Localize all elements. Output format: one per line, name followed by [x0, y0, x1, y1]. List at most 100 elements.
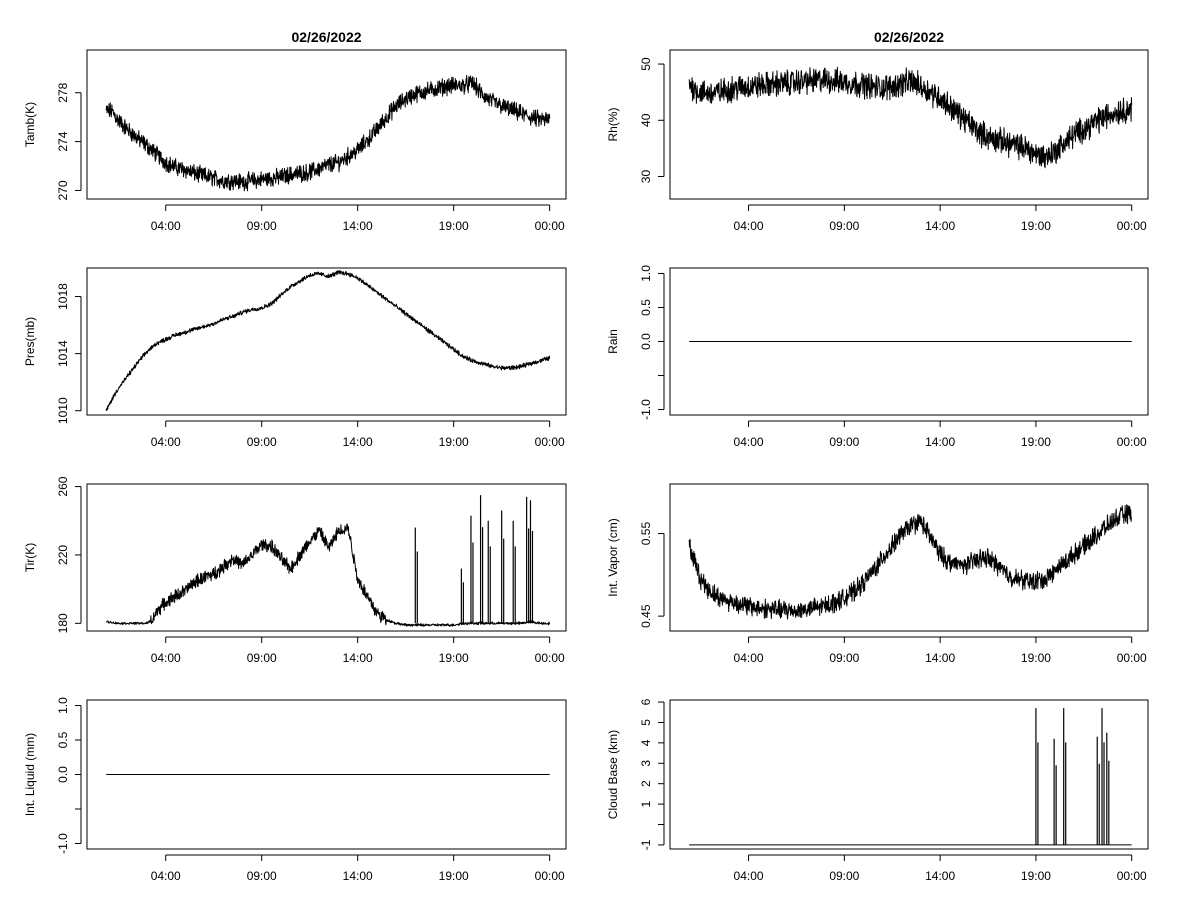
y-axis-label-cloud: Cloud Base (km)	[606, 730, 620, 819]
x-tick-label: 04:00	[734, 219, 764, 233]
chart-panel-tamb: 02/26/2022 04:00 09:00 14:00 19:00 00:00 270 27…	[23, 29, 567, 233]
x-tick-label: 14:00	[925, 651, 955, 665]
y-tick-label: 1018	[56, 283, 70, 310]
y-tick-label: 2	[639, 780, 653, 787]
plot-frame-rain	[669, 267, 1149, 416]
x-tick-label: 09:00	[247, 219, 277, 233]
y-tick-label: 6	[639, 698, 653, 705]
y-tick-label: 0.5	[56, 731, 70, 748]
y-tick-label: -1	[639, 839, 653, 850]
y-tick-label: 0.0	[56, 766, 70, 783]
chart-title-rh: 02/26/2022	[874, 29, 944, 45]
x-tick-label: 00:00	[1117, 219, 1147, 233]
series-line-rh	[688, 66, 1133, 169]
x-tick-label: 14:00	[343, 219, 373, 233]
x-tick-label: 19:00	[439, 651, 469, 665]
chart-panel-pres: 04:00 09:00 14:00 19:00 00:00 1010 1014 1018 Pre…	[23, 267, 567, 449]
x-tick-label: 09:00	[247, 435, 277, 449]
y-tick-label: 220	[56, 545, 70, 565]
x-tick-label: 14:00	[925, 219, 955, 233]
y-tick-label: 0.5	[639, 299, 653, 316]
y-tick-label: 0.45	[639, 604, 653, 628]
x-tick-label: 19:00	[439, 869, 469, 883]
y-tick-label: 4	[639, 739, 653, 746]
chart-panel-liquid: 04:00 09:00 14:00 19:00 00:00 -1.0 0.0 0.5 1.0 In…	[23, 697, 567, 883]
x-tick-label: 09:00	[829, 869, 859, 883]
chart-panel-vapor: 04:00 09:00 14:00 19:00 00:00 0.45 0.55 Int. Va…	[606, 483, 1149, 665]
x-tick-label: 04:00	[734, 869, 764, 883]
y-axis-label-tamb: Tamb(K)	[23, 102, 37, 147]
x-tick-label: 19:00	[1021, 219, 1051, 233]
y-tick-label: 270	[56, 180, 70, 200]
chart-panel-rh: 02/26/2022 04:00 09:00 14:00 19:00 00:00 30 40 5…	[606, 29, 1149, 233]
plot-frame-rh	[669, 49, 1149, 200]
y-tick-label: 1.0	[56, 697, 70, 714]
x-tick-label: 14:00	[925, 435, 955, 449]
y-tick-label: 278	[56, 82, 70, 102]
x-tick-label: 09:00	[247, 869, 277, 883]
x-tick-label: 04:00	[734, 651, 764, 665]
x-tick-label: 14:00	[343, 435, 373, 449]
y-axis-label-tir: Tir(K)	[23, 543, 37, 573]
x-tick-label: 19:00	[1021, 869, 1051, 883]
plot-frame-pres	[86, 267, 567, 416]
x-tick-label: 14:00	[925, 869, 955, 883]
x-tick-label: 04:00	[151, 219, 181, 233]
x-tick-label: 09:00	[829, 219, 859, 233]
chart-panel-tir: 04:00 09:00 14:00 19:00 00:00 180 220 260 Tir(K)	[23, 476, 567, 665]
y-tick-label: 180	[56, 613, 70, 633]
x-tick-label: 14:00	[343, 651, 373, 665]
x-tick-label: 00:00	[1117, 435, 1147, 449]
x-tick-label: 04:00	[151, 869, 181, 883]
x-tick-label: 09:00	[829, 435, 859, 449]
x-tick-label: 19:00	[439, 435, 469, 449]
y-axis-label-pres: Pres(mb)	[23, 317, 37, 366]
x-tick-label: 00:00	[535, 651, 565, 665]
chart-panel-cloud: 04:00 09:00 14:00 19:00 00:00 -1 1 2 3 4 5 6 Cloud B…	[606, 698, 1149, 883]
x-tick-label: 00:00	[1117, 651, 1147, 665]
y-axis-label-liquid: Int. Liquid (mm)	[23, 733, 37, 816]
y-axis-label-rain: Rain	[606, 329, 620, 354]
plot-frame-vapor	[669, 483, 1149, 632]
series-line-pres	[105, 270, 551, 412]
plot-frame-tir	[86, 483, 567, 632]
y-tick-label: 50	[639, 57, 653, 71]
chart-panel-rain: 04:00 09:00 14:00 19:00 00:00 -1.0 0.0 0.5 1.0 Ra…	[606, 265, 1149, 449]
series-line-tamb	[105, 74, 551, 192]
y-tick-label: 5	[639, 719, 653, 726]
y-tick-label: -1.0	[639, 399, 653, 420]
x-tick-label: 00:00	[535, 435, 565, 449]
y-axis-label-rh: Rh(%)	[606, 107, 620, 141]
chart-title-tamb: 02/26/2022	[291, 29, 361, 45]
series-line-vapor	[688, 504, 1132, 620]
x-tick-label: 09:00	[247, 651, 277, 665]
x-tick-label: 00:00	[535, 869, 565, 883]
y-tick-label: 0.0	[639, 333, 653, 350]
y-tick-label: 0.55	[639, 522, 653, 546]
y-tick-label: -1.0	[56, 833, 70, 854]
x-tick-label: 04:00	[151, 435, 181, 449]
x-tick-label: 14:00	[343, 869, 373, 883]
x-tick-label: 19:00	[1021, 435, 1051, 449]
y-tick-label: 3	[639, 760, 653, 767]
x-tick-label: 09:00	[829, 651, 859, 665]
y-tick-label: 30	[639, 170, 653, 184]
x-tick-label: 00:00	[1117, 869, 1147, 883]
y-tick-label: 1010	[56, 397, 70, 424]
y-tick-label: 40	[639, 113, 653, 127]
x-tick-label: 04:00	[151, 651, 181, 665]
x-tick-label: 04:00	[734, 435, 764, 449]
x-tick-label: 19:00	[439, 219, 469, 233]
y-axis-label-vapor: Int. Vapor (cm)	[606, 518, 620, 596]
y-tick-label: 1014	[56, 340, 70, 367]
plot-frame-liquid	[86, 699, 567, 850]
y-tick-label: 260	[56, 476, 70, 496]
y-tick-label: 1.0	[639, 265, 653, 282]
plot-frame-tamb	[86, 49, 567, 200]
y-tick-label: 1	[639, 800, 653, 807]
x-tick-label: 00:00	[535, 219, 565, 233]
plot-frame-cloud	[669, 699, 1149, 850]
series-line-tir	[105, 523, 551, 627]
x-tick-label: 19:00	[1021, 651, 1051, 665]
